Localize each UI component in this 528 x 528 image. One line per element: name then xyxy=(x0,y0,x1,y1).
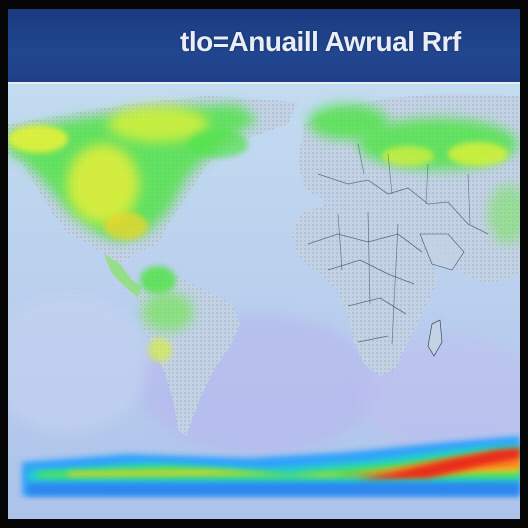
header-divider xyxy=(8,82,520,84)
map-title: tlo=Anuaill Awrual Rrf xyxy=(180,26,461,57)
world-map-svg xyxy=(8,84,520,519)
figure-panel: tlo=Anuaill Awrual Rrf xyxy=(8,9,520,519)
map-header: tlo=Anuaill Awrual Rrf xyxy=(8,9,520,82)
world-heat-map xyxy=(8,84,520,519)
map-texture xyxy=(8,84,520,519)
